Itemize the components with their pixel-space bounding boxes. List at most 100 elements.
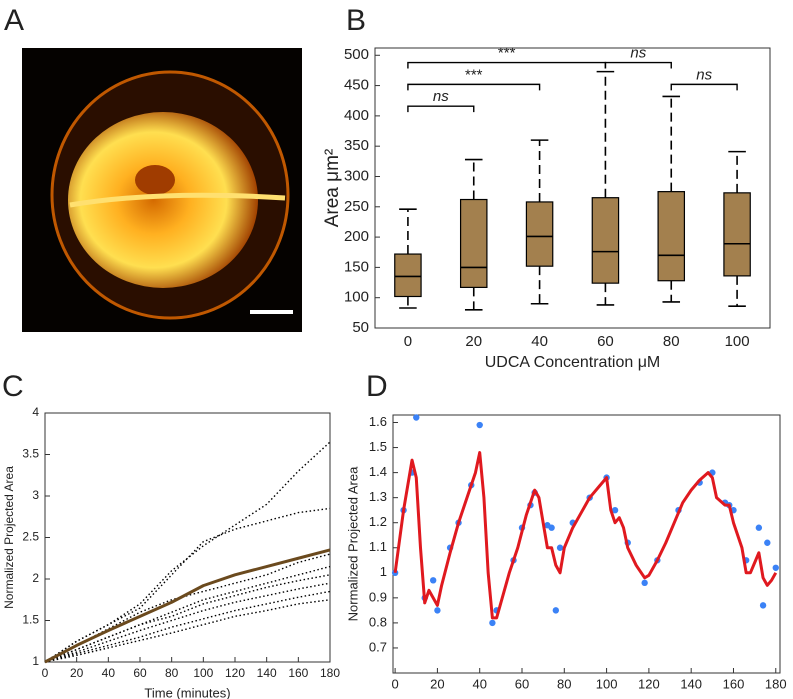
y-tick-label: 300 <box>344 167 369 184</box>
data-point <box>476 421 483 429</box>
x-tick-label: 0 <box>404 333 412 350</box>
panel-label: C <box>2 370 24 403</box>
plot-frame <box>374 47 771 329</box>
data-point <box>552 607 560 614</box>
significance-label: ns <box>433 88 449 105</box>
x-tick-label: 0 <box>42 666 49 680</box>
plot-frame <box>44 412 331 663</box>
significance-label: *** <box>498 45 516 62</box>
y-tick-label: 1 <box>380 564 387 579</box>
x-tick-label: 40 <box>531 333 548 350</box>
data-line <box>44 548 331 664</box>
data-point <box>556 544 564 551</box>
x-axis-label: UDCA Concentration μM <box>485 354 661 371</box>
box <box>723 192 751 277</box>
x-tick-label: 20 <box>465 333 482 350</box>
y-tick-label: 1.3 <box>369 489 387 504</box>
y-tick-label: 0.7 <box>369 639 387 654</box>
x-tick-label: 60 <box>515 676 529 691</box>
y-tick-label: 1.5 <box>369 439 387 454</box>
box <box>394 253 422 298</box>
box <box>591 197 620 284</box>
y-tick-label: 2.5 <box>22 530 39 544</box>
x-tick-label: 180 <box>765 676 787 691</box>
significance-bracket <box>604 61 672 69</box>
data-point <box>641 579 648 587</box>
y-tick-label: 100 <box>344 289 369 306</box>
y-tick-label: 350 <box>344 137 369 154</box>
y-tick-label: 50 <box>352 319 369 336</box>
significance-bracket <box>407 61 607 69</box>
y-tick-label: 1.1 <box>369 539 387 554</box>
data-line <box>44 553 331 663</box>
x-tick-label: 140 <box>257 666 277 680</box>
x-tick-label: 120 <box>225 666 245 680</box>
y-axis-label: Normalized Projected Area <box>345 466 360 621</box>
data-point <box>413 414 420 421</box>
y-tick-label: 2 <box>32 571 39 585</box>
plot-frame <box>392 414 781 674</box>
y-axis-label: Area μm² <box>322 149 343 228</box>
significance-label: ns <box>696 66 712 83</box>
x-tick-label: 20 <box>70 666 84 680</box>
y-tick-label: 1.2 <box>369 514 387 529</box>
data-point <box>764 539 771 546</box>
x-tick-label: 0 <box>391 676 398 691</box>
x-tick-label: 40 <box>102 666 116 680</box>
box <box>657 191 686 282</box>
x-tick-label: 100 <box>596 676 618 691</box>
x-tick-label: 120 <box>638 676 660 691</box>
y-tick-label: 1 <box>32 654 39 668</box>
y-tick-label: 500 <box>344 46 369 63</box>
y-tick-label: 3 <box>32 488 39 502</box>
y-tick-label: 150 <box>344 258 369 275</box>
x-tick-label: 180 <box>320 666 340 680</box>
data-line <box>44 590 331 663</box>
data-point <box>489 619 496 627</box>
panel-label: A <box>4 4 24 37</box>
micrograph <box>22 48 302 332</box>
x-axis-label: Time (minutes) <box>540 697 633 699</box>
box <box>525 201 554 267</box>
y-tick-label: 1.5 <box>22 613 39 627</box>
x-tick-label: 60 <box>133 666 147 680</box>
y-tick-label: 0.8 <box>369 614 387 629</box>
data-point <box>759 602 767 609</box>
y-tick-label: 400 <box>344 107 369 124</box>
significance-bracket <box>407 105 475 113</box>
x-tick-label: 80 <box>165 666 179 680</box>
x-axis-label: Time (minutes) <box>144 685 230 699</box>
data-point <box>434 607 441 614</box>
data-point <box>548 524 555 531</box>
x-tick-label: 80 <box>557 676 571 691</box>
x-tick-label: 80 <box>663 333 680 350</box>
panel-label: B <box>346 4 366 37</box>
y-tick-label: 3.5 <box>22 447 39 461</box>
data-point <box>772 564 779 571</box>
panel-label: D <box>366 370 388 403</box>
x-tick-label: 40 <box>472 676 486 691</box>
y-tick-label: 4 <box>32 405 39 419</box>
significance-bracket <box>407 83 541 91</box>
y-tick-label: 0.9 <box>369 589 387 604</box>
data-line <box>44 599 331 663</box>
data-point <box>429 577 437 584</box>
data-line <box>393 451 778 620</box>
x-tick-label: 60 <box>597 333 614 350</box>
y-tick-label: 1.4 <box>369 464 387 479</box>
data-point <box>611 506 619 514</box>
x-tick-label: 160 <box>288 666 308 680</box>
y-tick-label: 250 <box>344 198 369 215</box>
y-tick-label: 1.6 <box>369 414 387 429</box>
data-line <box>44 565 331 663</box>
significance-bracket <box>670 83 738 91</box>
y-tick-label: 450 <box>344 77 369 94</box>
data-point <box>755 524 763 531</box>
x-tick-label: 140 <box>680 676 702 691</box>
box <box>459 198 488 288</box>
significance-label: *** <box>465 66 483 83</box>
x-tick-label: 100 <box>725 333 750 350</box>
data-line <box>44 507 331 663</box>
x-tick-label: 160 <box>723 676 745 691</box>
